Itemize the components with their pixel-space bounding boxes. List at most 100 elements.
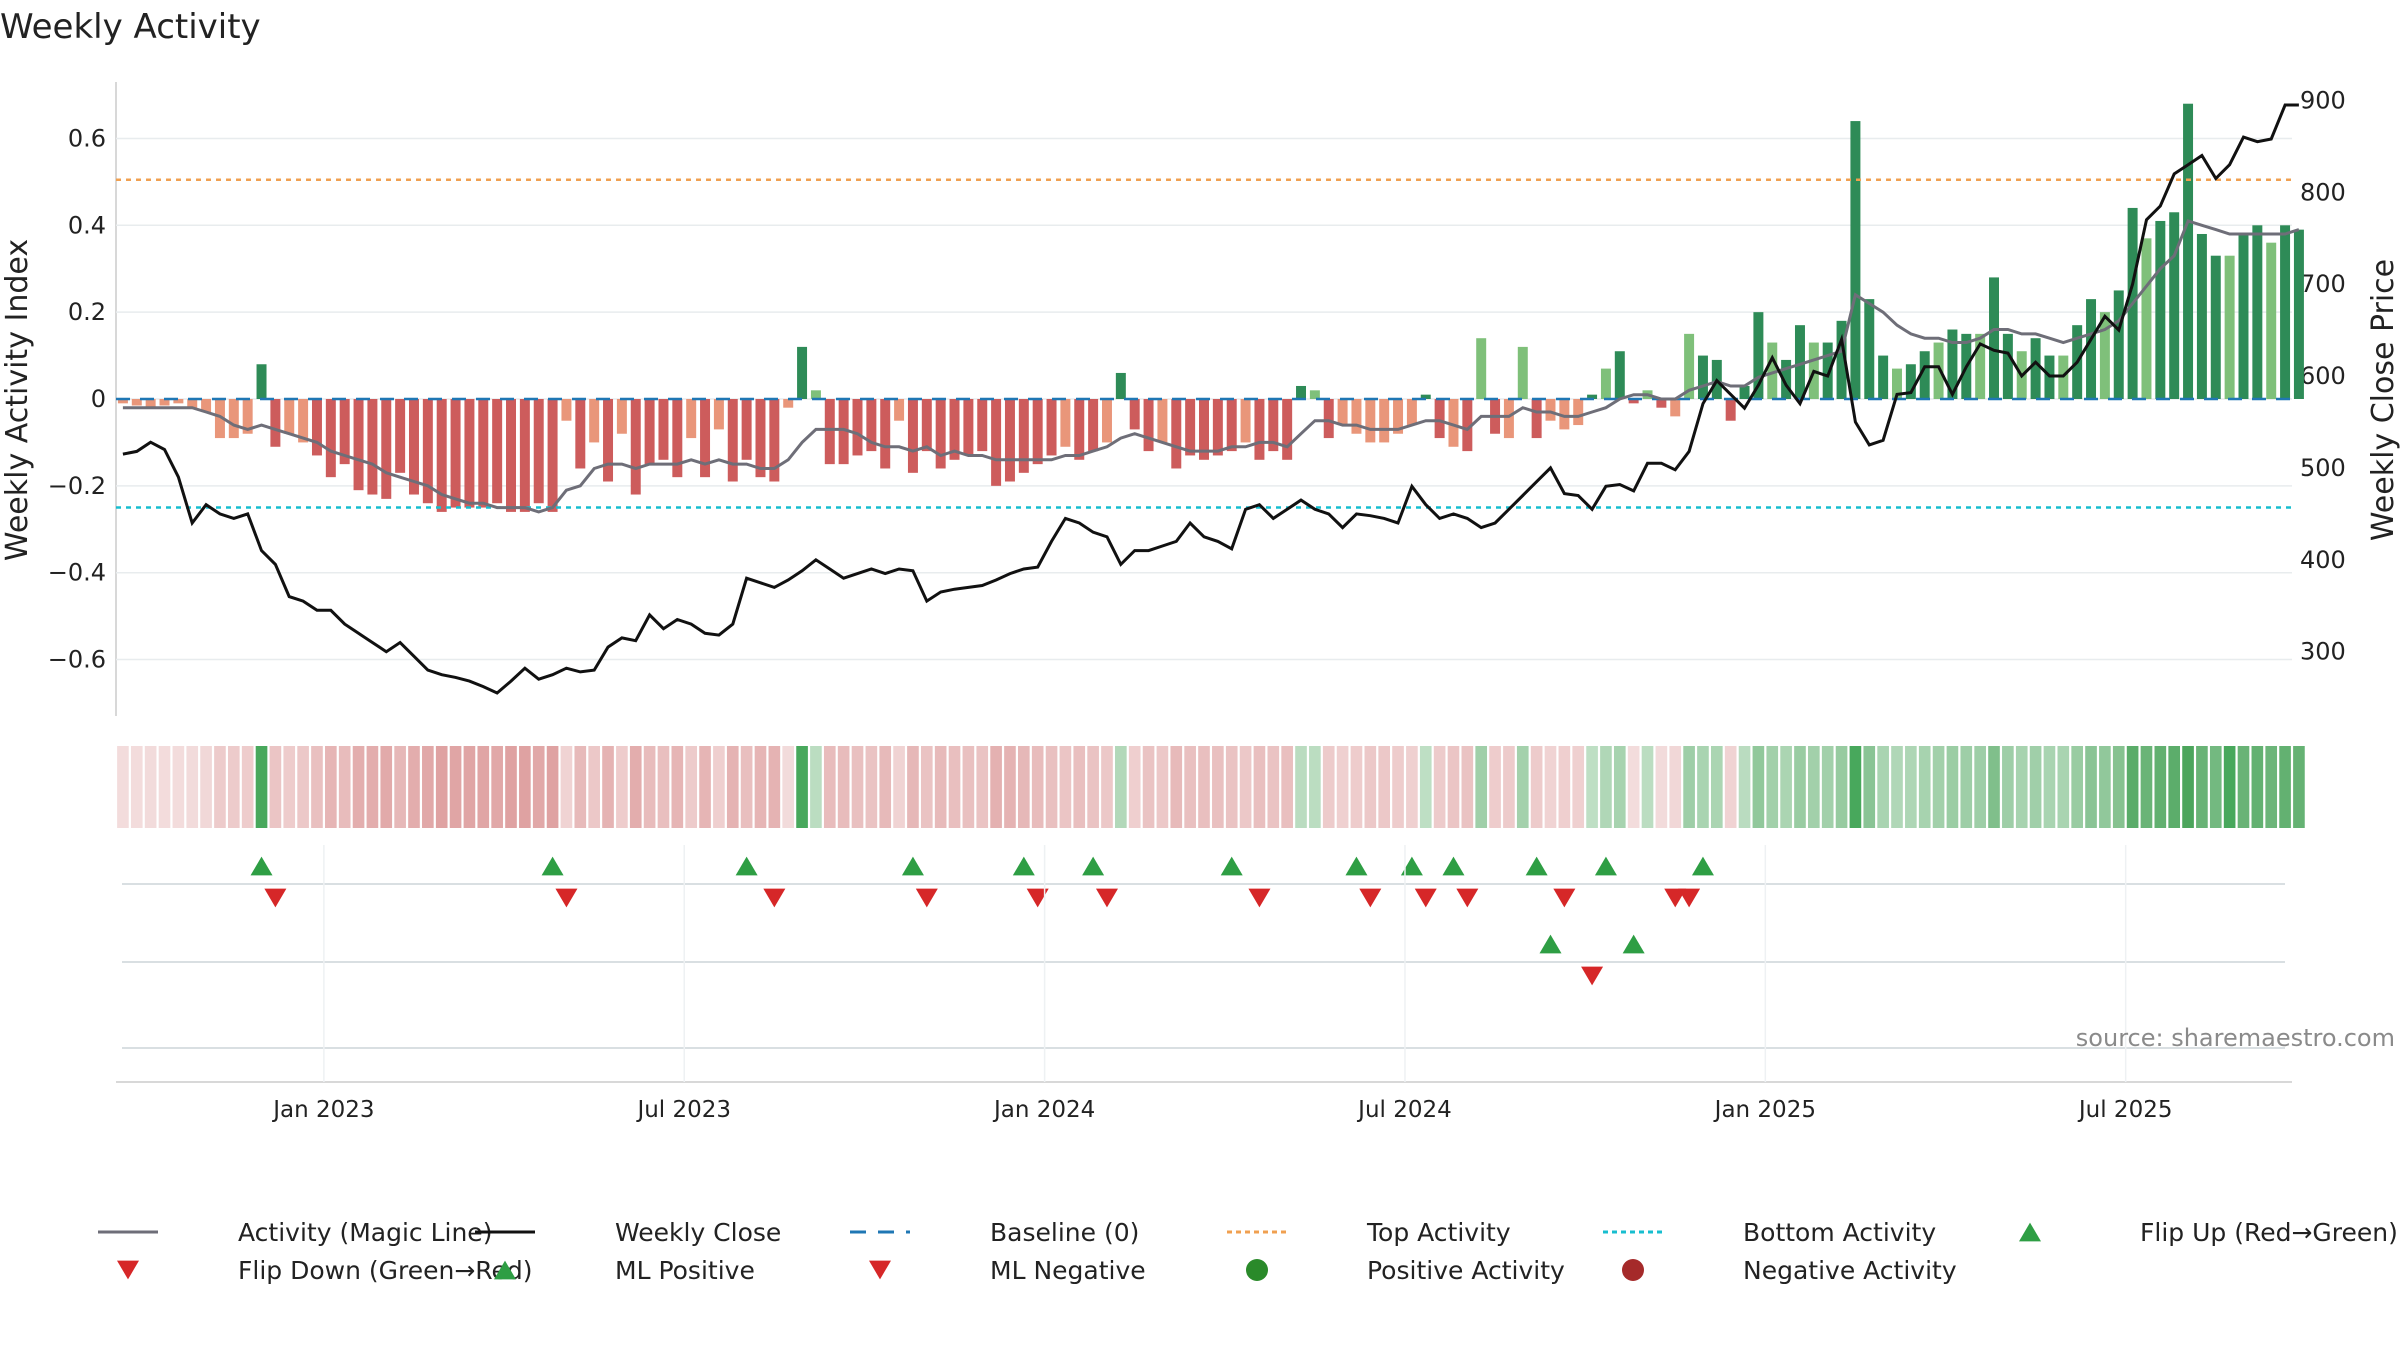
activity-bar [478,399,489,508]
heat-cell [1766,746,1779,828]
activity-bar [1989,277,2000,399]
activity-bar [311,399,322,456]
heat-cell [2223,746,2236,828]
y-axis-title: Weekly Activity Index [0,239,35,561]
magic-line-series [122,219,2300,514]
activity-bar [1503,399,1514,439]
legend-symbol [2019,1222,2041,1242]
legend-label: ML Negative [990,1256,1146,1285]
legend-item: ML Negative [869,1256,1146,1285]
legend-label: Positive Activity [1367,1256,1565,1285]
legend-item: Bottom Activity [1603,1218,1936,1247]
flip-up-marker [1220,856,1243,876]
y-tick-label: 0 [91,385,106,413]
heat-cell [616,746,628,828]
y2-tick-label: 600 [2300,362,2346,390]
heat-cell [1849,746,1862,828]
heat-cell [532,746,545,828]
heat-cell [366,746,379,828]
activity-bar [1933,342,1944,399]
activity-bar [783,399,794,408]
activity-bar [1767,342,1778,399]
activity-bar [1143,399,1154,452]
activity-bar [1725,399,1736,421]
activity-bar [1393,399,1404,434]
activity-bar [700,399,711,478]
heat-cell [1364,746,1377,828]
heat-cell [2126,746,2139,828]
flip-up-marker [250,856,273,876]
legend-label: Weekly Close [615,1218,781,1247]
activity-bar [1406,399,1417,426]
activity-bar [769,399,780,482]
activity-bar [256,364,267,399]
activity-bar [575,399,586,469]
heat-cell [1600,746,1612,828]
heat-cell [1780,746,1792,828]
legend-label: Flip Down (Green→Red) [238,1256,533,1285]
heat-cell [1877,746,1889,828]
main-panel: 0.6 0.4 0.2 0 −0.2 −0.4 −0.6 900 800 700 600 500 400… [0,82,2400,716]
legend-item: Activity (Magic Line) [98,1218,492,1247]
activity-bar [1060,399,1071,447]
activity-bar [1864,299,1875,399]
heat-cell [2099,746,2111,828]
heat-cell [1350,746,1363,828]
heat-cell [2002,746,2014,828]
heat-cell [754,746,767,828]
activity-bar [1226,399,1237,452]
heat-cell [1087,746,1099,828]
heat-cell [2071,746,2083,828]
heat-cell [810,746,822,828]
y2-tick-label: 500 [2300,454,2346,482]
heat-cell [1475,746,1488,828]
legend-symbol [117,1260,139,1280]
heat-cell [2182,746,2194,828]
heat-cell [2043,746,2056,828]
activity-bar [464,399,475,508]
heat-cell [837,746,850,828]
activity-bar [242,399,253,434]
activity-bar [2266,242,2277,399]
activity-bar [672,399,683,478]
heat-cell [1544,746,1557,828]
heat-cell [768,746,781,828]
heat-cell [1683,746,1695,828]
heat-cell [907,746,919,828]
heat-cell [1572,746,1585,828]
heat-cell [1503,746,1515,828]
heat-cell [1960,746,1973,828]
heat-cell [1115,746,1127,828]
heat-cell [144,746,157,828]
activity-bar [1282,399,1293,460]
activity-bar [1753,312,1764,399]
flip-down-marker [1095,888,1118,908]
legend-item: Flip Up (Red→Green) [2019,1218,2398,1247]
heat-cell [602,746,614,828]
heat-cell [1946,746,1959,828]
activity-bar [797,346,808,399]
heat-cell [172,746,185,828]
activity-bar [1074,399,1085,460]
legend-symbol [1622,1259,1644,1281]
activity-bar [2141,238,2152,399]
activity-bar [201,399,212,413]
heat-cell [782,746,795,828]
activity-bar [1947,329,1958,399]
heat-cell [477,746,490,828]
activity-bar [1171,399,1182,469]
heat-cell [2168,746,2181,828]
heat-cell [1863,746,1876,828]
heat-cell [1710,746,1723,828]
flip-up-marker [1345,856,1368,876]
x-axis: Jan 2023 Jul 2023 Jan 2024 Jul 2024 Jan 2025… [116,845,2292,1123]
heat-cell [2209,746,2222,828]
heat-cell [1212,746,1224,828]
heat-cell [158,746,171,828]
activity-bar [991,399,1002,486]
activity-bar [1614,351,1625,399]
heat-cell [1447,746,1460,828]
activity-bar [2113,290,2124,399]
heat-cell [311,746,323,828]
legend-label: Negative Activity [1743,1256,1957,1285]
